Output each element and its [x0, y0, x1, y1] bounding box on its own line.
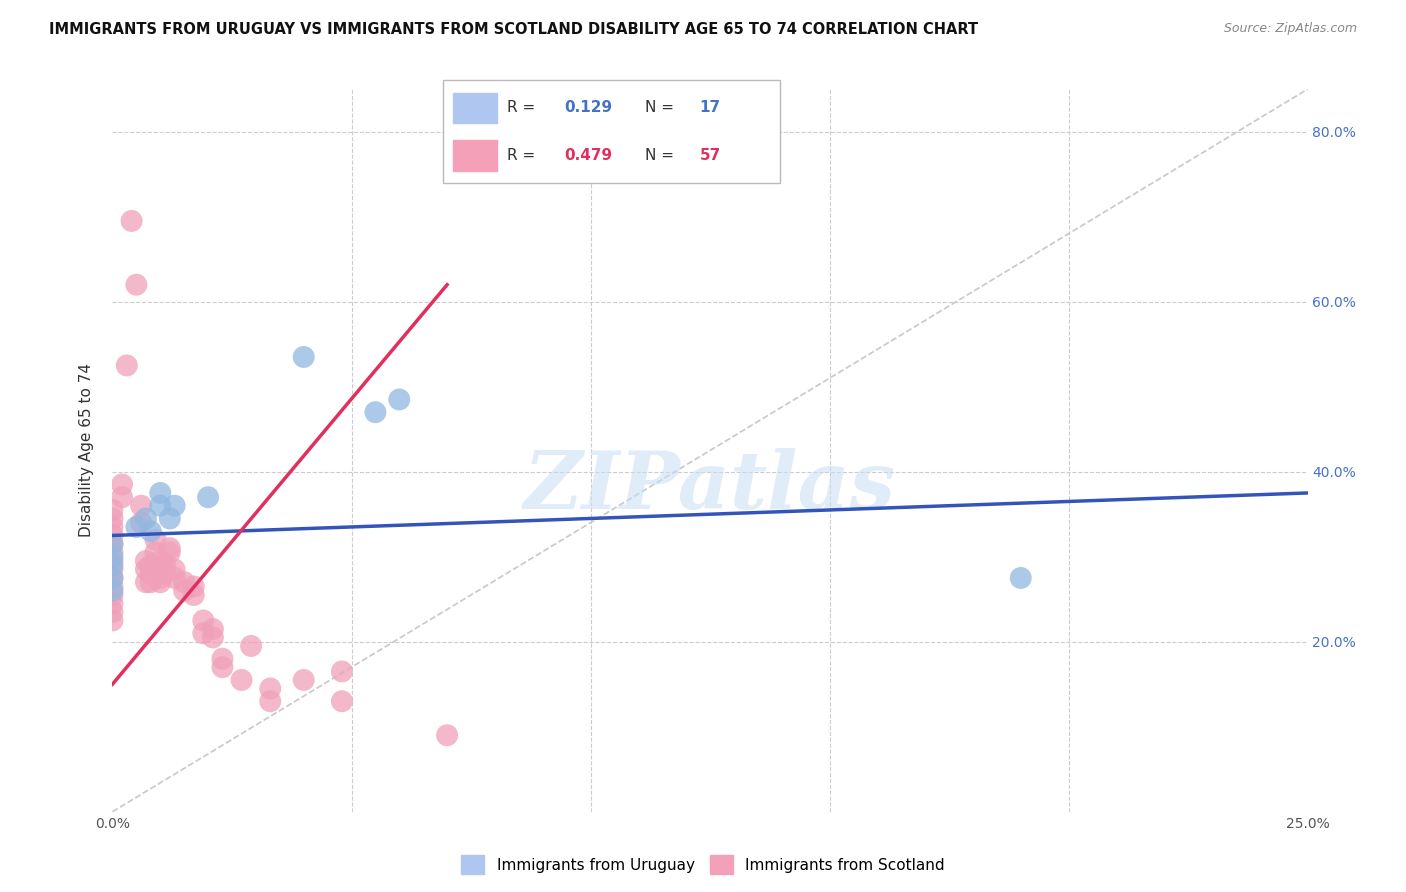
Point — [149, 562, 172, 576]
Point — [115, 359, 138, 373]
Point — [149, 571, 172, 585]
Point — [211, 660, 233, 674]
Point — [240, 639, 263, 653]
Point — [159, 511, 181, 525]
Point — [159, 541, 181, 556]
Point — [197, 490, 219, 504]
Point — [125, 520, 148, 534]
FancyBboxPatch shape — [443, 80, 780, 183]
Text: 0.479: 0.479 — [564, 148, 613, 162]
Point — [101, 549, 124, 564]
Point — [101, 558, 124, 573]
Text: 17: 17 — [699, 101, 720, 115]
Point — [101, 520, 124, 534]
Point — [145, 533, 167, 547]
Point — [139, 524, 162, 539]
Point — [129, 516, 152, 530]
Text: IMMIGRANTS FROM URUGUAY VS IMMIGRANTS FROM SCOTLAND DISABILITY AGE 65 TO 74 CORR: IMMIGRANTS FROM URUGUAY VS IMMIGRANTS FR… — [49, 22, 979, 37]
Point — [1010, 571, 1032, 585]
Point — [149, 554, 172, 568]
Point — [330, 665, 353, 679]
Point — [364, 405, 387, 419]
Point — [388, 392, 411, 407]
Point — [145, 545, 167, 559]
Y-axis label: Disability Age 65 to 74: Disability Age 65 to 74 — [79, 363, 94, 538]
Text: 0.129: 0.129 — [564, 101, 613, 115]
Point — [101, 571, 124, 585]
Point — [101, 562, 124, 576]
Point — [129, 499, 152, 513]
Point — [231, 673, 253, 687]
Point — [292, 350, 315, 364]
Legend: Immigrants from Uruguay, Immigrants from Scotland: Immigrants from Uruguay, Immigrants from… — [456, 849, 950, 880]
Point — [149, 499, 172, 513]
Point — [193, 614, 215, 628]
Text: N =: N = — [645, 148, 679, 162]
Point — [149, 486, 172, 500]
Point — [436, 728, 458, 742]
Point — [173, 583, 195, 598]
Text: R =: R = — [508, 148, 540, 162]
Point — [101, 545, 124, 559]
Point — [201, 622, 224, 636]
Point — [135, 575, 157, 590]
Point — [183, 588, 205, 602]
Point — [183, 579, 205, 593]
Text: N =: N = — [645, 101, 679, 115]
Point — [111, 490, 134, 504]
Text: ZIPatlas: ZIPatlas — [524, 448, 896, 525]
Point — [135, 554, 157, 568]
Point — [101, 571, 124, 585]
Point — [139, 558, 162, 573]
Point — [153, 566, 176, 581]
Point — [101, 528, 124, 542]
Text: Source: ZipAtlas.com: Source: ZipAtlas.com — [1223, 22, 1357, 36]
Point — [121, 214, 143, 228]
Point — [149, 575, 172, 590]
Point — [193, 626, 215, 640]
Point — [211, 651, 233, 665]
Point — [159, 545, 181, 559]
Point — [153, 558, 176, 573]
Point — [101, 537, 124, 551]
Point — [135, 562, 157, 576]
Point — [173, 575, 195, 590]
Point — [101, 511, 124, 525]
Point — [259, 694, 281, 708]
Point — [101, 579, 124, 593]
FancyBboxPatch shape — [453, 140, 496, 170]
Point — [292, 673, 315, 687]
Point — [101, 537, 124, 551]
Text: R =: R = — [508, 101, 540, 115]
Point — [330, 694, 353, 708]
Point — [101, 588, 124, 602]
Point — [135, 511, 157, 525]
Point — [101, 605, 124, 619]
Point — [163, 499, 186, 513]
Point — [125, 277, 148, 292]
FancyBboxPatch shape — [453, 93, 496, 123]
Point — [111, 477, 134, 491]
Point — [163, 571, 186, 585]
Point — [101, 597, 124, 611]
Text: 57: 57 — [699, 148, 721, 162]
Point — [201, 631, 224, 645]
Point — [139, 566, 162, 581]
Point — [139, 575, 162, 590]
Point — [101, 554, 124, 568]
Point — [163, 562, 186, 576]
Point — [259, 681, 281, 696]
Point — [101, 583, 124, 598]
Point — [101, 614, 124, 628]
Point — [101, 503, 124, 517]
